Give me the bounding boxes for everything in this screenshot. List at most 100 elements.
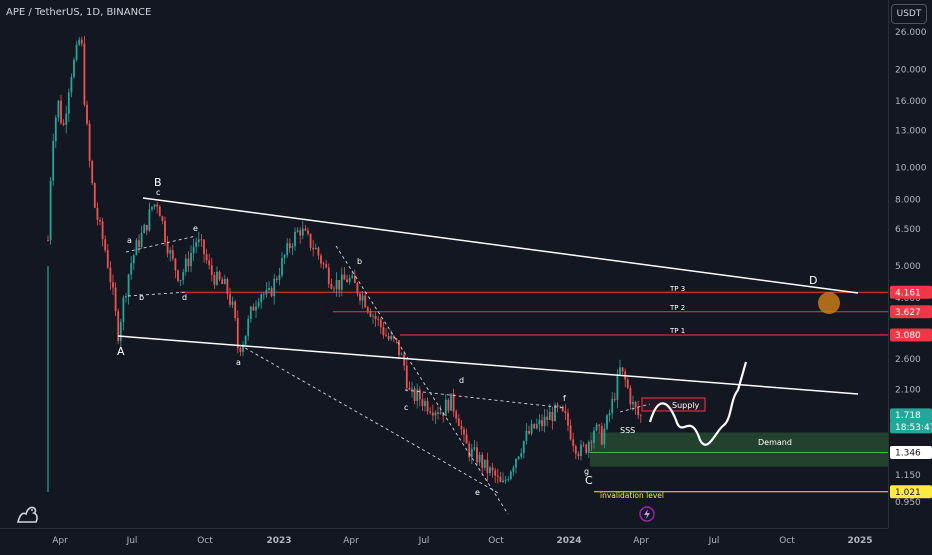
candle: [112, 274, 114, 296]
candle: [47, 235, 49, 242]
candle: [444, 394, 447, 416]
candle: [213, 271, 216, 289]
candle: [572, 432, 575, 452]
candle: [564, 404, 567, 420]
candle: [593, 427, 595, 449]
wave-label-c2: c: [404, 403, 408, 412]
time-tick-label: Apr: [52, 536, 68, 546]
candle: [385, 327, 387, 337]
candle: [179, 279, 182, 287]
candle: [301, 220, 304, 240]
dashed-channel-top: [335, 245, 509, 515]
candle: [372, 313, 374, 324]
candle: [187, 251, 190, 272]
candle: [382, 321, 385, 339]
levels-layer: [180, 291, 888, 493]
candle: [413, 386, 416, 405]
candle: [117, 308, 120, 345]
wave-label-e: e: [193, 224, 198, 233]
price-tick-label: 20.000: [895, 65, 927, 75]
projection-path: [648, 361, 748, 446]
candle: [317, 246, 320, 260]
wave-label-d: d: [182, 293, 187, 302]
wave-label-f: f: [563, 394, 566, 403]
candle: [62, 119, 65, 127]
candle: [109, 261, 112, 290]
candle: [520, 448, 523, 460]
time-axis[interactable]: Apr Jul Oct 2023 Apr Jul Oct 2024 Apr Jul Oct 2025: [0, 528, 888, 551]
tp2-label: TP 2: [669, 304, 685, 312]
candle: [67, 88, 70, 123]
candle: [184, 254, 187, 276]
candle: [507, 476, 510, 482]
candle: [177, 269, 179, 283]
invalidation-label: invalidation level: [600, 491, 664, 500]
candle: [218, 270, 221, 282]
candle: [106, 244, 109, 269]
wave-label-A: A: [117, 345, 125, 358]
candle: [541, 414, 543, 432]
time-tick-label: Oct: [197, 536, 213, 546]
candle: [83, 35, 86, 107]
price-label-yellow: 1.021: [890, 485, 932, 499]
time-tick-label: Apr: [633, 536, 649, 546]
candle: [403, 350, 406, 371]
candle: [499, 471, 502, 483]
candle: [153, 203, 156, 210]
candle: [353, 269, 356, 284]
candle: [598, 424, 601, 434]
candle: [460, 420, 463, 436]
candle: [366, 306, 369, 314]
candle: [140, 225, 143, 250]
candle: [455, 409, 458, 423]
candle: [522, 440, 525, 459]
time-tick-label: Jul: [708, 536, 720, 546]
candle: [236, 310, 239, 354]
candle: [216, 266, 218, 287]
demand-label: Demand: [758, 438, 792, 447]
candle: [288, 238, 291, 253]
candle: [486, 452, 489, 482]
candle: [278, 267, 281, 286]
candle: [151, 206, 153, 212]
price-label-white: 1.346: [890, 446, 932, 460]
candle: [158, 205, 161, 217]
currency-button[interactable]: USDT: [891, 4, 927, 24]
candle: [639, 413, 642, 424]
price-chart[interactable]: A B C Da a b b c c d d e e f g SSS TP 3 TP 2 TP 1 Supply Dem…: [0, 0, 888, 528]
lightning-event-icon[interactable]: [639, 506, 655, 526]
wave-label-g: g: [584, 467, 589, 476]
candle: [143, 223, 146, 234]
candle: [606, 413, 608, 431]
price-tick-label: 0.950: [895, 498, 921, 508]
candle: [197, 231, 200, 247]
candle: [275, 275, 278, 283]
wave-label-a: a: [127, 236, 132, 245]
demand-zone: [590, 432, 888, 467]
price-axis[interactable]: 26.000 20.000 16.000 13.000 10.000 8.000 6.500…: [888, 0, 932, 528]
candle: [452, 388, 455, 417]
price-tick-label: 13.000: [895, 126, 927, 136]
candle: [463, 426, 465, 443]
candle: [431, 404, 434, 421]
candle: [546, 409, 549, 427]
candle: [307, 227, 309, 236]
candle: [286, 238, 289, 258]
candle: [239, 346, 242, 357]
candle: [299, 227, 302, 244]
candle: [73, 57, 75, 79]
candle: [533, 423, 536, 430]
candle: [587, 439, 590, 459]
dashed-wave-bottom: [127, 291, 189, 297]
candle: [515, 458, 517, 474]
symbol-legend[interactable]: APE / TetherUS, 1D, BINANCE: [6, 7, 152, 18]
candle: [613, 392, 616, 403]
candle: [132, 254, 135, 271]
candle: [148, 202, 151, 232]
candle: [60, 95, 62, 125]
candle: [437, 406, 439, 420]
candle: [99, 217, 101, 226]
candle: [192, 239, 195, 261]
candle: [634, 400, 637, 415]
